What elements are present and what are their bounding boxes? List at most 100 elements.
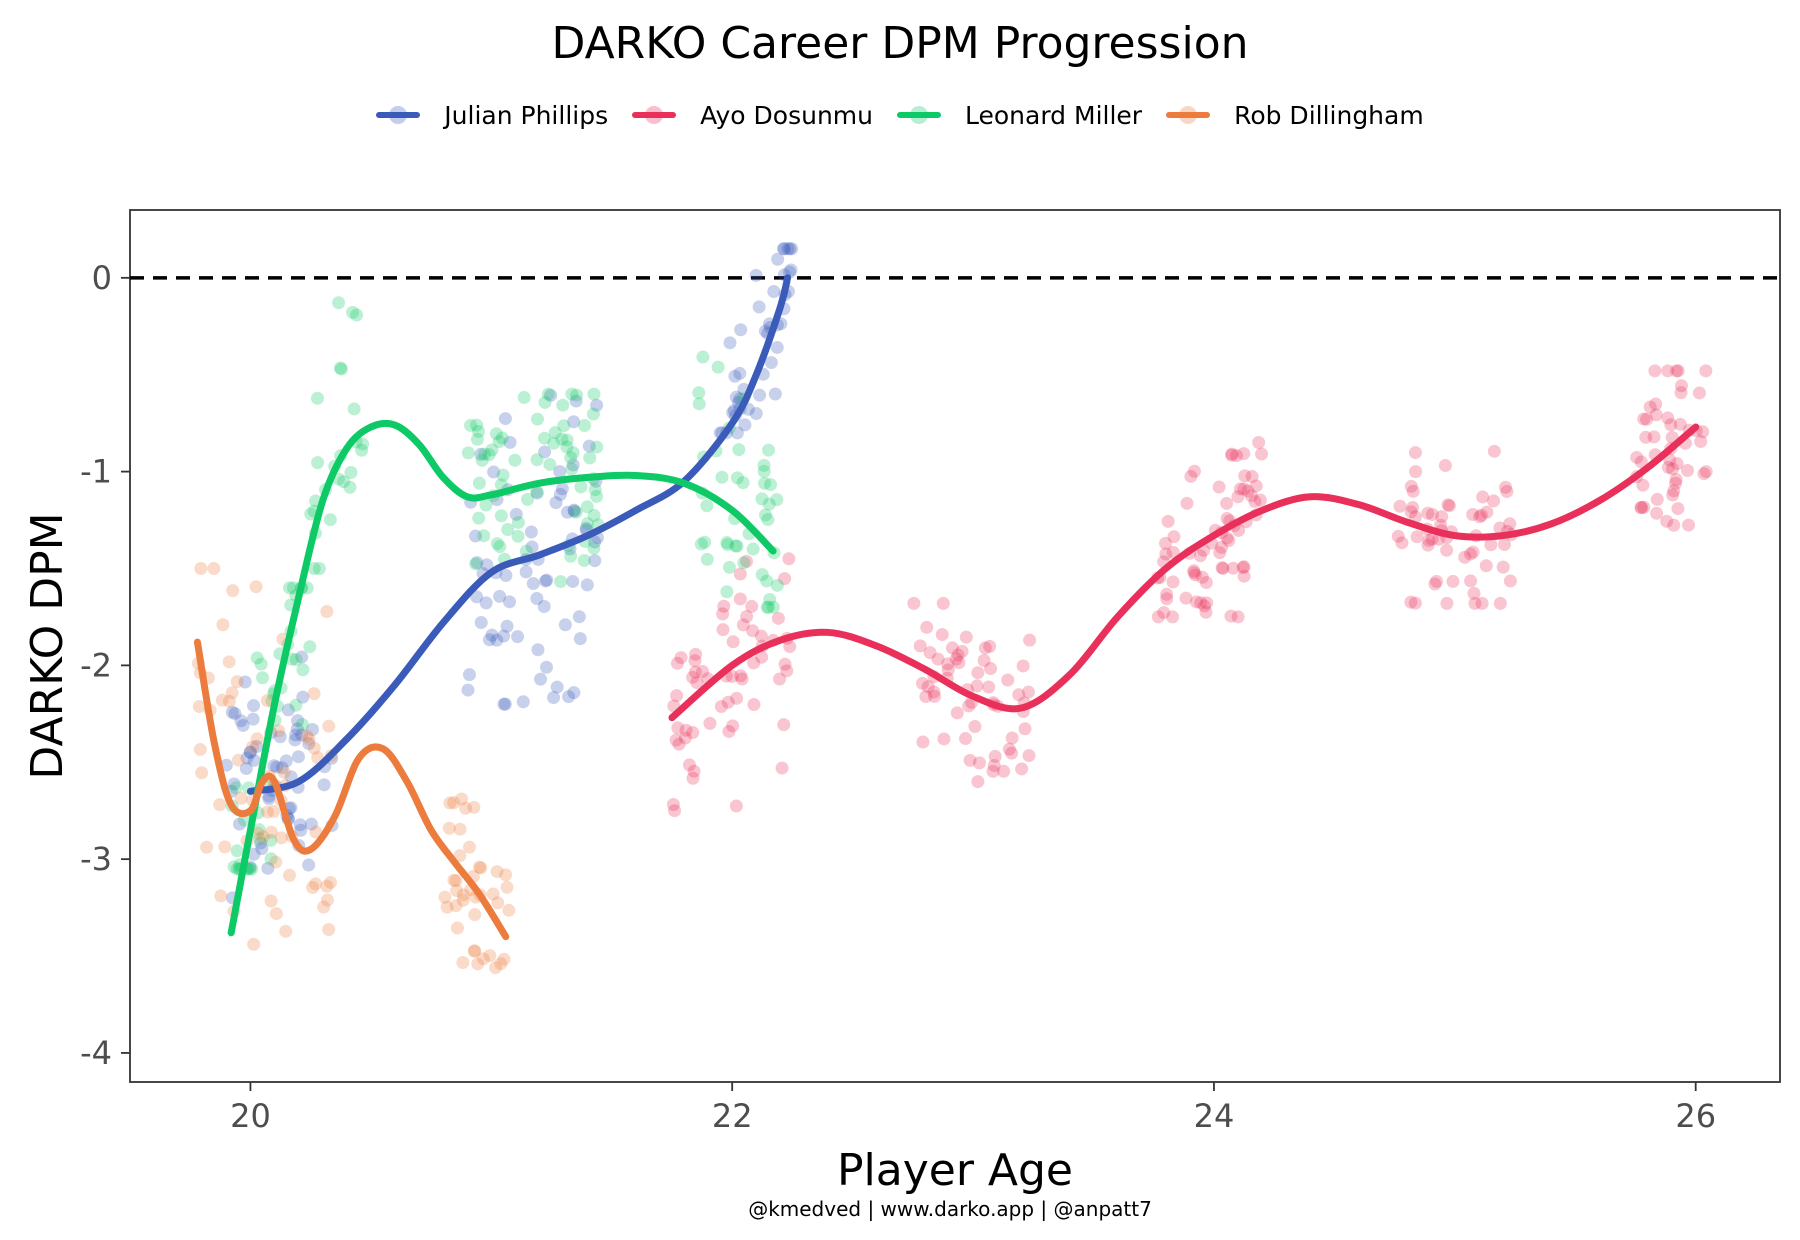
data-point [783,640,797,654]
data-point [1674,386,1688,400]
data-point [1466,545,1480,559]
data-point [309,825,323,839]
data-point [1248,494,1262,508]
data-point [986,764,1000,778]
data-point [472,860,486,874]
y-tick-label: -1 [80,453,112,491]
y-axis-title: DARKO DPM [22,512,73,779]
x-tick-label: 22 [712,1097,753,1135]
data-point [955,644,969,658]
data-point [570,388,584,402]
data-point [1404,479,1418,493]
data-point [1189,568,1203,582]
legend-label: Leonard Miller [965,100,1143,130]
data-point [303,640,317,654]
data-point [455,792,469,806]
data-point [291,750,305,764]
data-point [959,630,973,644]
data-point [587,541,601,555]
data-point [762,497,776,511]
data-point [526,577,540,591]
data-point [567,503,581,517]
data-point [480,558,494,572]
data-point [1458,550,1472,564]
data-point [267,759,281,773]
data-point [982,680,996,694]
data-point [471,957,485,971]
data-point [757,458,771,472]
data-point [1669,364,1683,378]
data-point [1002,742,1016,756]
smooth-line-julian-phillips [246,274,792,795]
data-point [723,336,737,350]
data-point [543,457,557,471]
data-point [694,537,708,551]
data-point [749,268,763,282]
data-point [753,388,767,402]
data-point [498,412,512,426]
data-point [716,607,730,621]
chart-caption: @kmedved | www.darko.app | @anpatt7 [748,1197,1152,1221]
data-point [499,868,513,882]
data-point [511,515,525,529]
data-point [1643,400,1657,414]
data-point [489,427,503,441]
chart-title: DARKO Career DPM Progression [551,18,1249,69]
data-point [491,896,505,910]
data-point [1404,595,1418,609]
data-point [1663,453,1677,467]
data-point [1468,596,1482,610]
data-point [511,630,525,644]
data-point [337,475,351,489]
data-point [721,695,735,709]
data-point [566,574,580,588]
data-point [567,415,581,429]
data-point [215,693,229,707]
data-point [970,679,984,693]
data-point [1440,543,1454,557]
data-point [569,505,583,519]
data-point [334,362,348,376]
data-point [534,672,548,686]
data-point [281,703,295,717]
data-point [262,792,276,806]
data-point [245,862,259,876]
data-point [256,671,270,685]
data-point [931,652,945,666]
data-point [754,629,768,643]
data-point [688,665,702,679]
data-point [1001,673,1015,687]
legend-line [1166,112,1211,118]
data-point [250,739,264,753]
data-point [1238,469,1252,483]
data-point [1442,499,1456,513]
data-point [784,263,798,277]
data-point [919,690,933,704]
data-point [766,600,780,614]
legend-line [376,112,421,118]
y-tick-label: -4 [80,1034,112,1072]
data-point [582,439,596,453]
data-point [1640,412,1654,426]
data-point [1189,595,1203,609]
data-point [783,242,797,256]
data-point [1692,386,1706,400]
data-point [346,305,360,319]
data-point [775,761,789,775]
data-point [1226,561,1240,575]
data-point [777,242,791,256]
data-point [1237,560,1251,574]
data-point [474,616,488,630]
data-point [1474,508,1488,522]
data-point [517,390,531,404]
data-point [763,592,777,606]
data-point [440,900,454,914]
data-point [347,402,361,416]
data-point [356,437,370,451]
data-point [1199,605,1213,619]
data-point [479,498,493,512]
data-point [780,664,794,678]
data-point [921,680,935,694]
data-point [755,568,769,582]
data-point [588,483,602,497]
